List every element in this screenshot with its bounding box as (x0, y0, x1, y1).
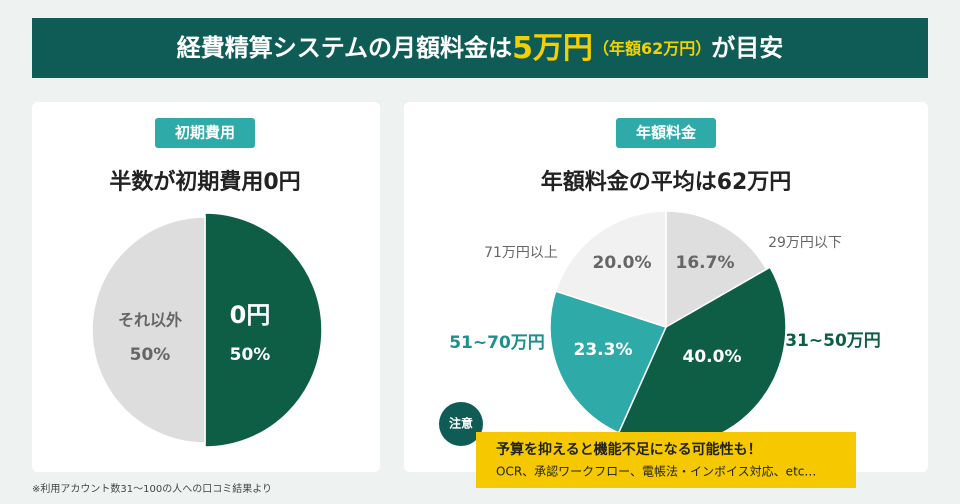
header-tail: が目安 (711, 34, 783, 62)
badge-bg (616, 118, 716, 148)
category-label: 71万円以上 (484, 245, 558, 261)
badge-bg (155, 118, 255, 148)
category-label: 29万円以下 (768, 235, 842, 251)
note-badge-circle (439, 402, 483, 446)
category-label: 51~70万円 (449, 333, 545, 353)
header-amount: 5万円 (512, 31, 593, 66)
value-label: 50% (130, 345, 171, 365)
pie-slice (554, 210, 667, 329)
note-heading: 予算を抑えると機能不足になる可能性も！ (496, 441, 762, 458)
footnote: ※利用アカウント数31〜100の人への口コミ結果より (32, 482, 272, 495)
badge: 年額料金 (636, 124, 697, 142)
header-annual: （年額62万円） (593, 39, 711, 58)
header-title: 経費精算システムの月額料金は5万円（年額62万円）が目安 (177, 31, 783, 66)
value-label: 20.0% (593, 253, 652, 273)
pie-slice (665, 210, 768, 329)
value-label: 23.3% (574, 340, 633, 360)
category-label: それ以外 (118, 311, 182, 330)
category-label: 31~50万円 (785, 331, 881, 351)
note-box (476, 432, 856, 488)
header-bar (32, 18, 928, 78)
pie-slice (204, 212, 323, 448)
note-badge: 注意 (449, 416, 473, 431)
category-label: 0円 (230, 301, 271, 329)
pie-slice (91, 216, 206, 444)
value-label: 40.0% (683, 347, 742, 367)
note-body: OCR、承認ワークフロー、電帳法・インボイス対応、etc… (496, 464, 816, 479)
badge: 初期費用 (175, 124, 235, 142)
chart-title: 年額料金の平均は62万円 (541, 169, 792, 195)
header-lead: 経費精算システムの月額料金は (177, 34, 512, 62)
chart-title: 半数が初期費用0円 (109, 169, 300, 195)
pie-slice (549, 290, 668, 434)
value-label: 16.7% (676, 253, 735, 273)
value-label: 50% (230, 345, 271, 365)
